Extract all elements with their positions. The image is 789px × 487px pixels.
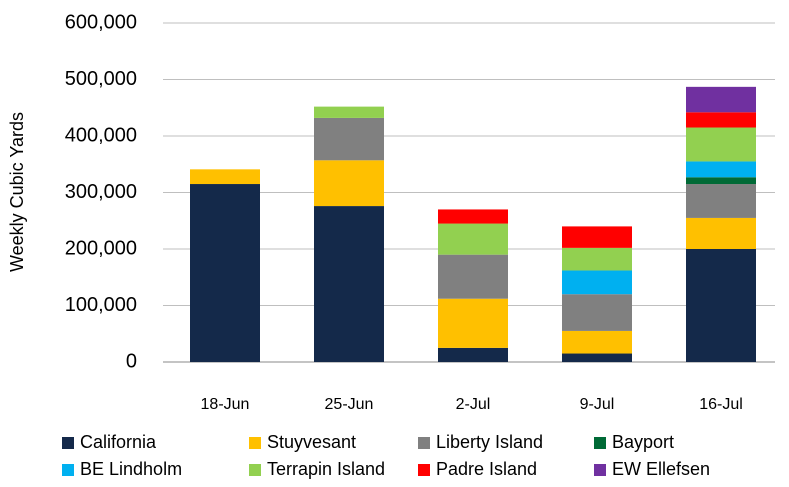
bar-segment — [686, 249, 756, 362]
y-tick-label: 500,000 — [65, 68, 137, 90]
legend-swatch — [418, 437, 430, 449]
bar-segment — [438, 254, 508, 299]
y-tick-label: 200,000 — [65, 237, 137, 259]
legend-label: Bayport — [612, 432, 674, 452]
bar-segment — [314, 206, 384, 362]
bar-segment — [314, 106, 384, 118]
legend-swatch — [62, 464, 74, 476]
bar-segment — [686, 161, 756, 178]
legend-swatch — [594, 464, 606, 476]
bar-segment — [562, 294, 632, 331]
y-tick-label: 100,000 — [65, 294, 137, 316]
bar-segment — [686, 112, 756, 128]
legend-swatch — [418, 464, 430, 476]
y-axis-title: Weekly Cubic Yards — [7, 112, 27, 272]
bar-segment — [686, 184, 756, 218]
legend-swatch — [249, 464, 261, 476]
x-tick-label: 25-Jun — [325, 396, 374, 413]
bar-segment — [190, 184, 260, 362]
bar-segment — [314, 160, 384, 207]
x-tick-label: 2-Jul — [456, 396, 491, 413]
bar-segment — [562, 270, 632, 295]
legend-label: California — [80, 432, 157, 452]
y-tick-label: 600,000 — [65, 11, 137, 33]
bar-segment — [190, 169, 260, 185]
bar-segment — [562, 353, 632, 362]
legend-label: Padre Island — [436, 459, 537, 479]
bar-segment — [438, 347, 508, 362]
bar-segment — [686, 217, 756, 249]
bar-segment — [314, 117, 384, 161]
legend-label: Terrapin Island — [267, 459, 385, 479]
bar-segment — [562, 247, 632, 271]
x-tick-label: 9-Jul — [580, 396, 615, 413]
y-tick-label: 400,000 — [65, 124, 137, 146]
legend-swatch — [594, 437, 606, 449]
y-tick-label: 300,000 — [65, 181, 137, 203]
x-tick-label: 18-Jun — [201, 396, 250, 413]
bar-segment — [438, 223, 508, 255]
bar-segment — [686, 127, 756, 162]
legend-label: Liberty Island — [436, 432, 543, 452]
bar-segment — [438, 298, 508, 348]
bar-segment — [438, 209, 508, 224]
bar-segment — [562, 330, 632, 354]
legend-swatch — [62, 437, 74, 449]
x-tick-label: 16-Jul — [699, 396, 743, 413]
legend-swatch — [249, 437, 261, 449]
legend-label: Stuyvesant — [267, 432, 356, 452]
legend-label: EW Ellefsen — [612, 459, 710, 479]
bar-segment — [562, 226, 632, 248]
bar-segment — [686, 177, 756, 185]
legend-label: BE Lindholm — [80, 459, 182, 479]
bar-segment — [686, 86, 756, 113]
y-tick-label: 0 — [126, 350, 137, 372]
